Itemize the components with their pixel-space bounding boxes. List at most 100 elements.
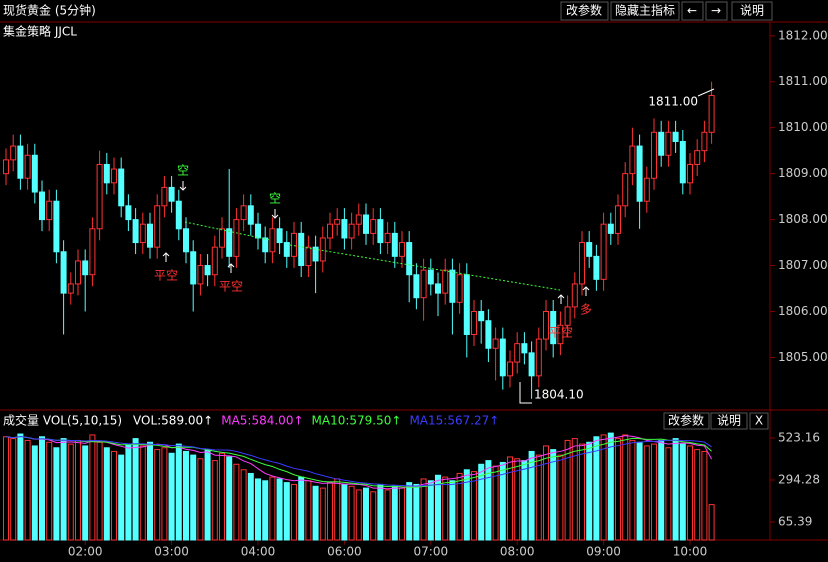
button[interactable] xyxy=(560,1,609,21)
candle-body xyxy=(456,274,463,303)
button[interactable] xyxy=(749,412,769,430)
y-tick-label: 65.39 xyxy=(778,514,812,528)
volume-bar xyxy=(319,487,326,541)
button[interactable] xyxy=(610,1,680,21)
candle-body xyxy=(607,223,614,234)
candle-body xyxy=(622,173,629,207)
button[interactable] xyxy=(710,412,748,430)
candle-body xyxy=(348,223,355,239)
volume-bar xyxy=(17,433,24,541)
candle-body xyxy=(651,131,657,179)
candle-body xyxy=(82,260,89,276)
volume-bar xyxy=(456,472,463,541)
candle-body xyxy=(312,246,319,262)
volume-bar xyxy=(629,439,636,541)
volume-bar xyxy=(341,483,348,541)
candle-body xyxy=(507,361,513,377)
volume-bar xyxy=(600,434,607,541)
volume-bar xyxy=(651,443,657,541)
volume-bar xyxy=(694,449,701,541)
ma-line xyxy=(5,435,713,490)
candle-body xyxy=(183,228,189,253)
candle-body xyxy=(283,242,290,257)
high-label: 1811.00 xyxy=(648,95,698,109)
volume-bar xyxy=(226,456,233,541)
button[interactable] xyxy=(705,1,728,21)
candle-body xyxy=(17,145,24,179)
candle-body xyxy=(226,228,233,257)
candle-body xyxy=(190,251,197,285)
volume-bar xyxy=(384,489,391,541)
button[interactable] xyxy=(663,412,710,430)
volume-bar xyxy=(499,461,506,541)
button[interactable] xyxy=(731,1,773,21)
volume-bar xyxy=(543,445,549,541)
candle-body xyxy=(399,242,405,257)
y-tick-label: 294.28 xyxy=(778,472,820,486)
button-label[interactable]: 改参数 xyxy=(566,3,602,18)
button-label[interactable]: 说明 xyxy=(740,3,764,18)
candle-body xyxy=(586,242,593,257)
candle-body xyxy=(391,232,398,257)
candle-body xyxy=(600,223,607,280)
high-pointer xyxy=(697,88,715,97)
candle-body xyxy=(672,131,679,142)
candle-body xyxy=(665,131,672,156)
candle-body xyxy=(111,168,117,184)
candle-body xyxy=(67,283,74,294)
volume-bar xyxy=(564,439,571,541)
volume-bar xyxy=(442,476,449,541)
x-tick-label: 07:00 xyxy=(414,545,449,559)
volume-bar xyxy=(305,480,312,541)
candle-body xyxy=(255,223,261,239)
button-label[interactable]: ← xyxy=(687,4,697,18)
volume-bar xyxy=(89,434,96,541)
candle-body xyxy=(269,228,276,253)
volume-bar xyxy=(413,483,420,541)
button-label[interactable]: → xyxy=(711,4,721,18)
signal-label: 平空 xyxy=(549,326,573,340)
button-label[interactable]: X xyxy=(755,414,763,428)
candle-body xyxy=(147,223,153,248)
volume-bar xyxy=(334,478,341,541)
volume-bar xyxy=(485,460,492,541)
legend-entry: MA5:584.00↑ xyxy=(221,414,303,428)
candle-body xyxy=(370,219,377,234)
candle-body xyxy=(204,265,211,276)
signal-label: 空 xyxy=(177,164,189,178)
button-label[interactable]: 隐藏主指标 xyxy=(615,3,675,18)
volume-bar xyxy=(636,441,643,541)
volume-bar xyxy=(478,463,485,541)
candle-body xyxy=(384,232,391,244)
volume-bar xyxy=(197,458,204,541)
volume-bar xyxy=(492,465,499,541)
volume-bar xyxy=(118,454,125,541)
button-label[interactable]: 说明 xyxy=(717,413,741,428)
signal-arrows xyxy=(162,181,590,304)
button[interactable] xyxy=(681,1,704,21)
candle-body xyxy=(96,163,103,230)
ma-line xyxy=(5,435,712,487)
candle-body xyxy=(499,338,506,377)
candle-body xyxy=(240,205,247,221)
button-label[interactable]: 改参数 xyxy=(668,413,704,428)
signal-label: 平空 xyxy=(154,269,178,283)
volume-bar xyxy=(471,471,477,541)
volume-bar xyxy=(75,439,81,541)
volume-bar xyxy=(355,489,362,541)
candle-body xyxy=(46,200,53,221)
volume-bar xyxy=(283,482,290,541)
x-tick-label: 06:00 xyxy=(327,545,362,559)
candle-body xyxy=(514,343,521,363)
volume-bar xyxy=(262,480,269,541)
candle-body xyxy=(175,200,182,230)
volume-bar xyxy=(399,487,405,541)
candle-body xyxy=(219,228,225,248)
volume-bar xyxy=(607,432,614,541)
volume-bar xyxy=(24,439,31,541)
candle-body xyxy=(262,237,269,253)
volume-bar xyxy=(363,487,369,541)
candle-body xyxy=(564,306,571,326)
candle-body xyxy=(687,163,693,184)
volume-bar xyxy=(687,445,693,541)
